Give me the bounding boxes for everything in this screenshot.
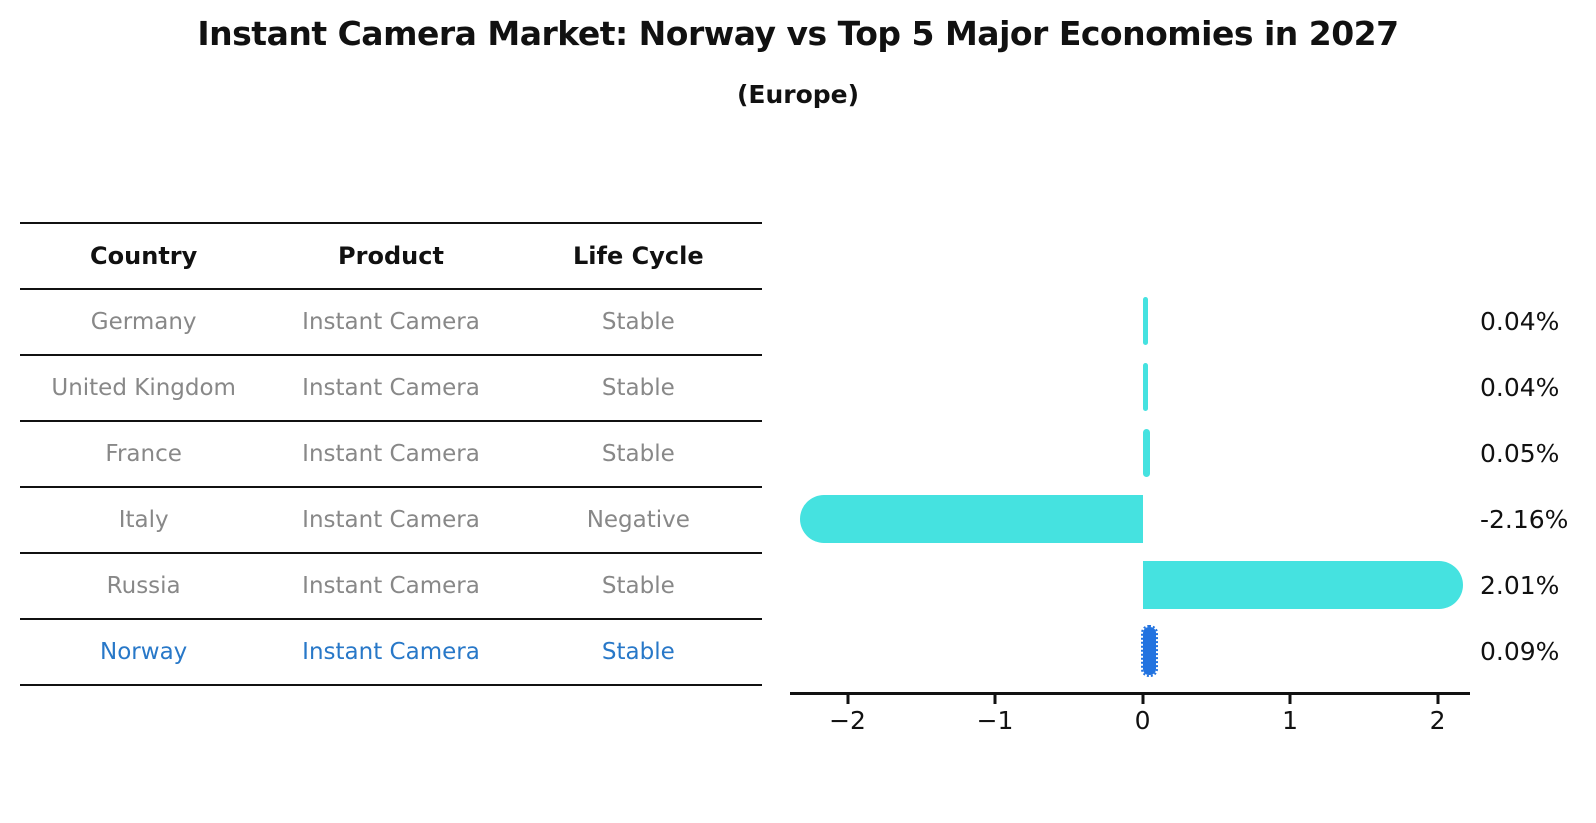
x-axis-tick-label: −2: [829, 706, 866, 735]
page-title: Instant Camera Market: Norway vs Top 5 M…: [197, 14, 1399, 53]
comparison-table: Country Product Life Cycle Germany Insta…: [20, 222, 762, 686]
page-subtitle: (Europe): [736, 80, 860, 109]
x-axis-tick: [1141, 695, 1145, 704]
value-label-germany: 0.04%: [1480, 306, 1560, 336]
cell-country: United Kingdom: [51, 375, 236, 401]
col-header-product: Product: [338, 242, 444, 270]
table-row-russia: Russia Instant Camera Stable: [20, 554, 762, 620]
cell-life-cycle: Stable: [601, 639, 675, 665]
bar-germany: [1142, 297, 1149, 345]
table-row-italy: Italy Instant Camera Negative: [20, 488, 762, 554]
x-axis-tick: [993, 695, 997, 704]
x-axis-tick-label: 1: [1282, 706, 1298, 735]
x-axis: −2 −1 0 1 2: [790, 692, 1470, 752]
bar-norway: [1140, 625, 1158, 677]
cell-life-cycle: Stable: [601, 573, 675, 599]
cell-product: Instant Camera: [302, 309, 480, 335]
table-row-germany: Germany Instant Camera Stable: [20, 290, 762, 356]
value-label-italy: -2.16%: [1480, 504, 1569, 534]
bar-italy: [799, 495, 1143, 543]
cell-country: Italy: [118, 507, 169, 533]
bar-russia: [1142, 561, 1464, 609]
table-header-row: Country Product Life Cycle: [20, 224, 762, 290]
bar-plot: [790, 288, 1470, 684]
table-row-france: France Instant Camera Stable: [20, 422, 762, 488]
table-row-united-kingdom: United Kingdom Instant Camera Stable: [20, 356, 762, 422]
cell-life-cycle: Stable: [601, 375, 675, 401]
table-row-norway: Norway Instant Camera Stable: [20, 620, 762, 686]
cell-product: Instant Camera: [302, 507, 480, 533]
cell-product: Instant Camera: [302, 375, 480, 401]
value-label-united-kingdom: 0.04%: [1480, 372, 1560, 402]
value-label-norway: 0.09%: [1480, 636, 1560, 666]
x-axis-tick: [1288, 695, 1292, 704]
cell-country: Russia: [106, 573, 181, 599]
cell-product: Instant Camera: [302, 573, 480, 599]
x-axis-line: [790, 692, 1470, 695]
cell-life-cycle: Stable: [601, 441, 675, 467]
value-label-france: 0.05%: [1480, 438, 1560, 468]
x-axis-tick: [846, 695, 850, 704]
value-label-column: 0.04% 0.04% 0.05% -2.16% 2.01% 0.09%: [1480, 288, 1596, 684]
col-header-country: Country: [90, 242, 198, 270]
cell-life-cycle: Negative: [586, 507, 690, 533]
cell-country: Germany: [90, 309, 197, 335]
cell-product: Instant Camera: [302, 441, 480, 467]
value-label-russia: 2.01%: [1480, 570, 1560, 600]
x-axis-tick: [1436, 695, 1440, 704]
x-axis-tick-label: −1: [976, 706, 1014, 735]
cell-life-cycle: Stable: [601, 309, 675, 335]
cell-country: France: [105, 441, 182, 467]
bar-united-kingdom: [1142, 363, 1149, 411]
col-header-life-cycle: Life Cycle: [573, 242, 704, 270]
cell-product: Instant Camera: [302, 639, 480, 665]
x-axis-tick-label: 0: [1134, 706, 1151, 735]
bar-france: [1142, 429, 1150, 477]
x-axis-tick-label: 2: [1429, 706, 1446, 735]
cell-country: Norway: [100, 639, 188, 665]
